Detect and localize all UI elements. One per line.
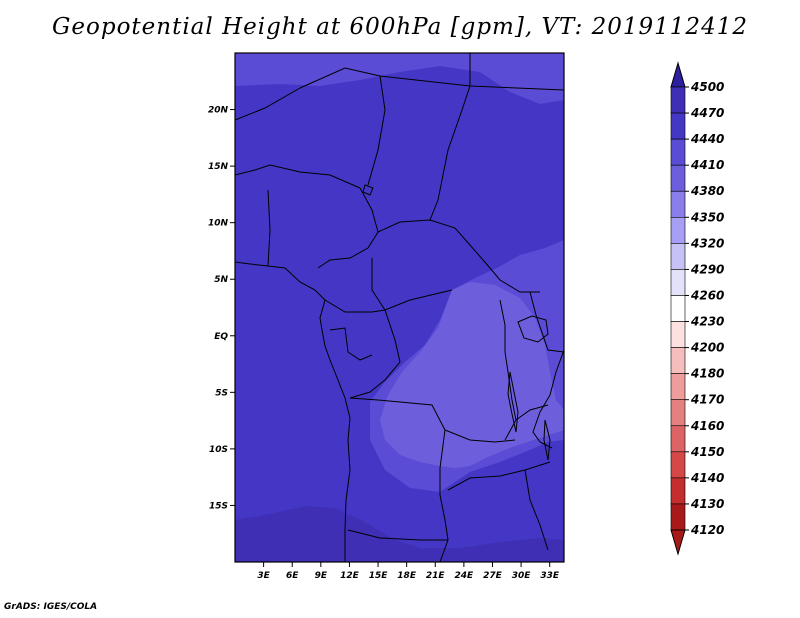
colorbar-swatch — [670, 112, 686, 140]
colorbar-swatch — [670, 269, 686, 296]
lon-tick-label: 33E — [540, 571, 560, 581]
border-burkina — [235, 164, 271, 176]
lat-tick-label: 15S — [209, 501, 228, 511]
colorbar-label: 4130 — [690, 497, 724, 511]
colorbar-label: 4500 — [690, 80, 724, 94]
border-gabon — [329, 327, 373, 361]
coastline-east-africa — [532, 349, 564, 449]
colorbar: 4500 4470 4440 4410 4380 4350 4320 4290 4260 4230… — [670, 61, 724, 556]
lat-tick-label: 10N — [208, 219, 229, 229]
border-namibia — [347, 529, 448, 541]
border-angola-zambia — [439, 468, 449, 562]
colorbar-swatch — [670, 425, 686, 453]
colorbar-swatch — [670, 503, 686, 531]
colorbar-bottom-arrow — [670, 529, 686, 556]
map-frame — [234, 52, 565, 563]
field-4470-south-band — [235, 506, 564, 562]
height-field — [235, 53, 564, 562]
border-nigeria-east — [317, 187, 379, 269]
border-zambia-south — [447, 461, 551, 491]
colorbar-swatch — [670, 190, 686, 218]
border-angola-drc — [349, 397, 446, 469]
colorbar-swatch — [670, 216, 686, 244]
border-tanzania — [515, 404, 549, 421]
colorbar-label: 4140 — [690, 471, 724, 485]
border-chad-sudan — [429, 85, 471, 221]
colorbar-label: 4160 — [690, 419, 724, 433]
credit-label: GrADS: IGES/COLA — [4, 602, 98, 612]
border-cameroon-congo — [324, 299, 386, 313]
colorbar-swatch — [670, 243, 686, 270]
border-benin-togo — [267, 189, 271, 267]
border-uganda-kenya — [529, 291, 564, 353]
lon-tick-label: 21E — [426, 571, 446, 581]
colorbar-swatch — [670, 164, 686, 192]
chart-title: Geopotential Height at 600hPa [gpm], VT:… — [52, 14, 748, 40]
colorbar-swatch — [670, 477, 686, 505]
lon-tick-label: 3E — [257, 571, 270, 581]
coastline-west-africa — [235, 261, 351, 562]
colorbar-swatch — [670, 347, 686, 374]
lat-tick-label: 5N — [214, 275, 228, 285]
lake-chad — [362, 184, 374, 196]
border-car-north — [377, 219, 491, 269]
colorbar-label: 4410 — [690, 158, 724, 172]
colorbar-swatch — [670, 451, 686, 479]
colorbar-label: 4230 — [690, 315, 724, 329]
colorbar-label: 4290 — [690, 262, 724, 276]
colorbar-label: 4440 — [690, 132, 724, 146]
country-borders — [235, 53, 564, 562]
lon-tick-label: 27E — [483, 571, 503, 581]
lat-tick-label: 20N — [208, 106, 229, 116]
lake-victoria — [517, 315, 549, 343]
colorbar-label: 4200 — [690, 341, 724, 355]
lon-tick-label: 24E — [455, 571, 475, 581]
latitude-axis: 20N 15N 10N 5N EQ 5S 10S 15S — [208, 106, 235, 511]
lat-tick-label: 10S — [209, 445, 228, 455]
colorbar-swatch — [670, 86, 686, 114]
colorbar-swatch — [670, 138, 686, 166]
lat-tick-label: 15N — [208, 162, 229, 172]
colorbar-swatch — [670, 321, 686, 348]
colorbar-label: 4180 — [690, 367, 724, 381]
lon-tick-label: 9E — [315, 571, 328, 581]
lon-tick-label: 15E — [369, 571, 389, 581]
colorbar-swatch — [670, 373, 686, 401]
border-congo-drc — [349, 309, 401, 399]
colorbar-label: 4320 — [690, 236, 724, 250]
colorbar-label: 4470 — [690, 106, 724, 120]
lon-tick-label: 6E — [286, 571, 299, 581]
lake-tanganyika — [507, 371, 519, 433]
colorbar-label: 4150 — [690, 445, 724, 459]
border-niger-algeria — [235, 87, 301, 121]
lake-malawi — [543, 419, 551, 461]
lon-tick-label: 18E — [397, 571, 417, 581]
border-mozambique — [524, 469, 549, 551]
colorbar-top-arrow — [670, 61, 686, 88]
colorbar-label: 4350 — [690, 210, 724, 224]
border-chad-niger — [367, 75, 386, 186]
border-zambia-north — [444, 429, 516, 443]
colorbar-label: 4380 — [690, 184, 724, 198]
colorbar-swatch — [670, 295, 686, 322]
colorbar-label: 4260 — [690, 288, 724, 302]
lat-tick-label: 5S — [215, 388, 228, 398]
colorbar-label: 4170 — [690, 393, 724, 407]
lat-tick-label: EQ — [214, 332, 228, 342]
colorbar-swatch — [670, 399, 686, 427]
colorbar-label: 4120 — [690, 523, 724, 537]
border-nigeria-niger — [269, 164, 361, 189]
longitude-axis: 3E 6E 9E 12E 15E 18E 21E 24E 27E 30E 33E — [257, 562, 560, 581]
lon-tick-label: 12E — [340, 571, 360, 581]
field-4410-north-band — [235, 53, 564, 104]
lon-tick-label: 30E — [512, 571, 532, 581]
field-4380-central-core — [380, 282, 564, 468]
